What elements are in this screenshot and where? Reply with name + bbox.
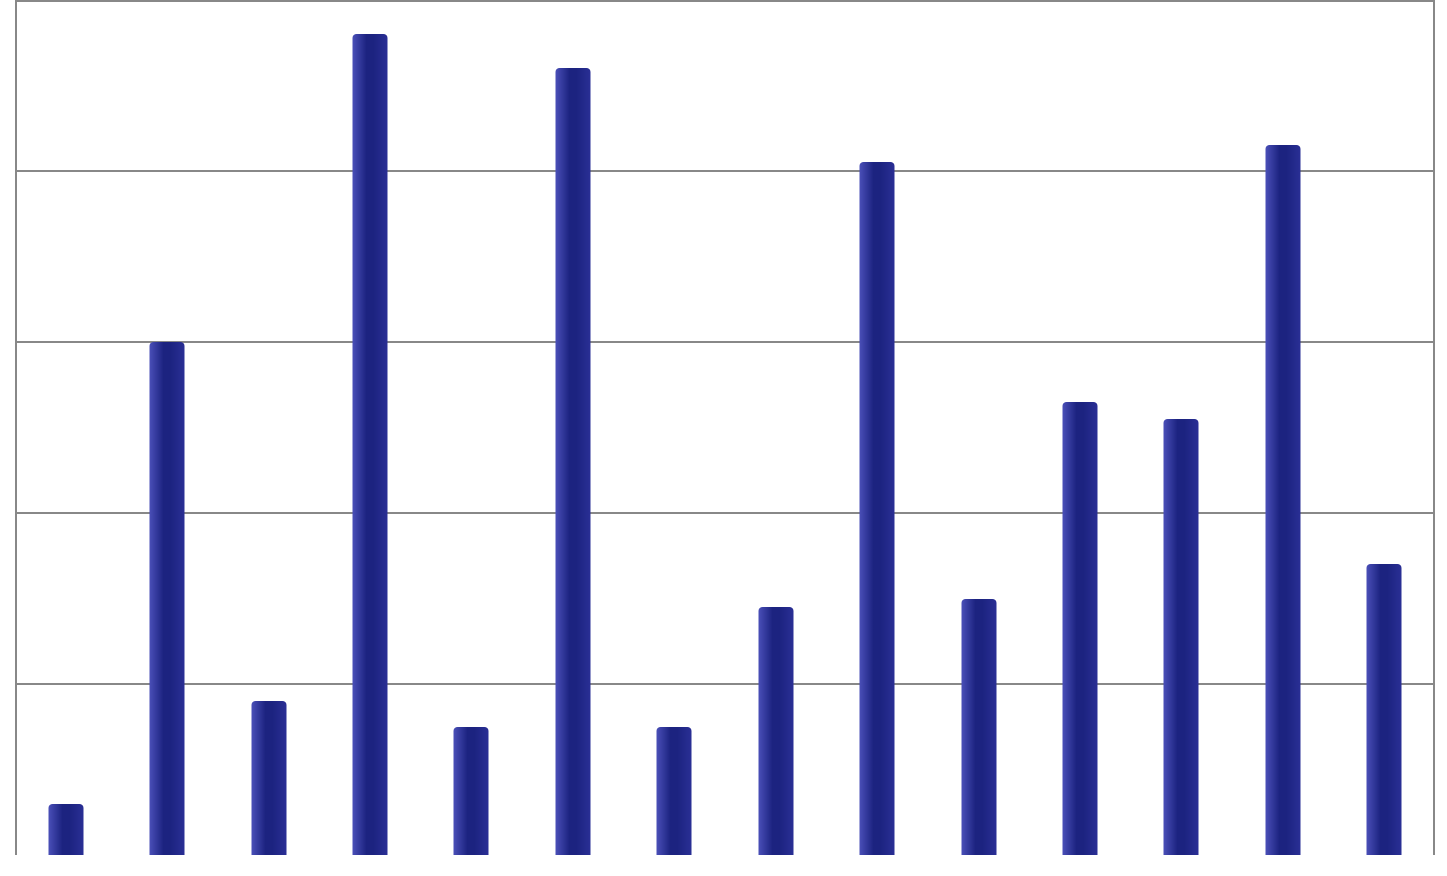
bar — [1367, 564, 1402, 855]
bar-front — [1164, 419, 1199, 855]
bar — [1062, 402, 1097, 855]
bar-slot — [1131, 0, 1232, 855]
bar-front — [251, 701, 286, 855]
bar-front — [48, 804, 83, 855]
bar-slot — [624, 0, 725, 855]
bar-front — [454, 727, 489, 855]
bar — [352, 34, 387, 855]
bar-slot — [928, 0, 1029, 855]
bar — [1164, 419, 1199, 855]
bar — [48, 804, 83, 855]
bar-front — [150, 342, 185, 855]
bar-front — [657, 727, 692, 855]
bar-front — [961, 599, 996, 856]
bar-slot — [725, 0, 826, 855]
bar-slot — [826, 0, 927, 855]
bar — [961, 599, 996, 856]
bar-slot — [218, 0, 319, 855]
bar — [454, 727, 489, 855]
bar-slot — [319, 0, 420, 855]
bar — [657, 727, 692, 855]
bar-slot — [1232, 0, 1333, 855]
bar-slot — [522, 0, 623, 855]
bar-front — [758, 607, 793, 855]
bar-front — [860, 162, 895, 855]
bar — [251, 701, 286, 855]
bar-front — [1265, 145, 1300, 855]
bar-front — [1367, 564, 1402, 855]
bar-front — [555, 68, 590, 855]
bar-front — [1062, 402, 1097, 855]
bar — [150, 342, 185, 855]
bar — [758, 607, 793, 855]
bar-slot — [421, 0, 522, 855]
bar-slot — [1029, 0, 1130, 855]
bar-slot — [116, 0, 217, 855]
bar-slot — [15, 0, 116, 855]
bar — [555, 68, 590, 855]
bar — [1265, 145, 1300, 855]
plot-area — [15, 0, 1435, 855]
bar-slot — [1334, 0, 1435, 855]
bar-front — [352, 34, 387, 855]
bar — [860, 162, 895, 855]
